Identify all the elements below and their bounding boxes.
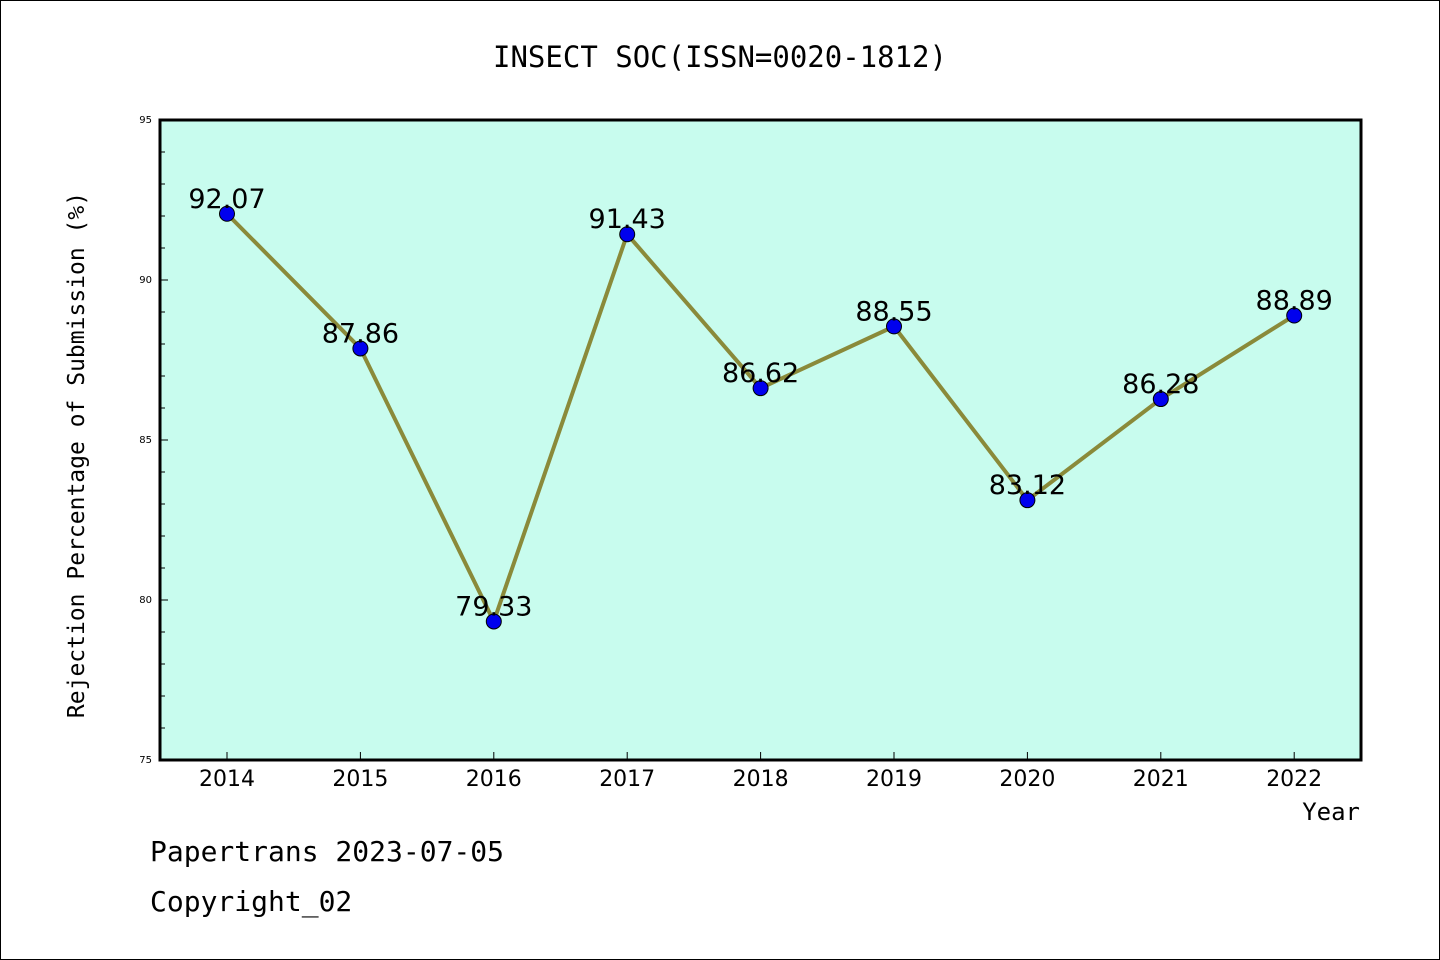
footer-copyright: Copyright_02 xyxy=(150,885,353,918)
chart-title: INSECT SOC(ISSN=0020-1812) xyxy=(493,40,947,74)
data-point-2017 xyxy=(619,226,636,243)
x-tick-label: 2015 xyxy=(332,767,388,792)
y-tick-label: 80 xyxy=(139,595,152,606)
plot-area xyxy=(158,118,1363,762)
x-tick-label: 2018 xyxy=(733,767,789,792)
data-point-2015 xyxy=(352,340,369,357)
data-label: 88.55 xyxy=(855,296,932,327)
x-axis-label: Year xyxy=(1302,798,1360,826)
data-labels: 92.07 87.86 79.33 91.43 86.62 88.55 83.12 86.28… xyxy=(188,184,1332,623)
y-tick-label: 85 xyxy=(139,435,152,446)
y-tick-label: 95 xyxy=(139,115,152,126)
y-minor-ticks xyxy=(160,151,165,729)
data-label: 92.07 xyxy=(188,184,265,215)
x-tick-label: 2014 xyxy=(199,767,255,792)
data-label: 88.89 xyxy=(1256,286,1333,317)
data-label: 83.12 xyxy=(989,470,1066,501)
y-axis-ticks: 75 80 85 90 95 xyxy=(139,115,168,766)
x-tick-label: 2017 xyxy=(599,767,655,792)
data-point-2018 xyxy=(752,380,769,397)
data-point-2014 xyxy=(219,205,235,222)
data-point-2020 xyxy=(1019,492,1036,509)
x-tick-label: 2022 xyxy=(1266,767,1322,792)
data-label: 87.86 xyxy=(322,318,399,349)
series-markers xyxy=(219,205,1303,630)
data-label: 79.33 xyxy=(455,591,532,622)
footer-date: Papertrans 2023-07-05 xyxy=(150,835,505,868)
data-label: 86.28 xyxy=(1122,369,1199,400)
x-axis-ticks: 2014 2015 2016 2017 2018 2019 2020 2021 2022 xyxy=(199,752,1322,792)
data-point-2022 xyxy=(1286,307,1303,324)
data-label: 86.62 xyxy=(722,358,799,389)
y-tick-label: 90 xyxy=(139,275,152,286)
y-tick-label: 75 xyxy=(139,755,152,766)
data-label: 91.43 xyxy=(589,204,666,235)
x-tick-label: 2021 xyxy=(1133,767,1189,792)
x-tick-label: 2019 xyxy=(866,767,922,792)
data-point-2021 xyxy=(1152,391,1169,408)
y-axis-label: Rejection Percentage of Submission (%) xyxy=(64,192,90,718)
x-tick-label: 2016 xyxy=(466,767,522,792)
x-tick-label: 2020 xyxy=(999,767,1055,792)
data-point-2019 xyxy=(886,318,902,335)
data-point-2016 xyxy=(485,613,502,630)
